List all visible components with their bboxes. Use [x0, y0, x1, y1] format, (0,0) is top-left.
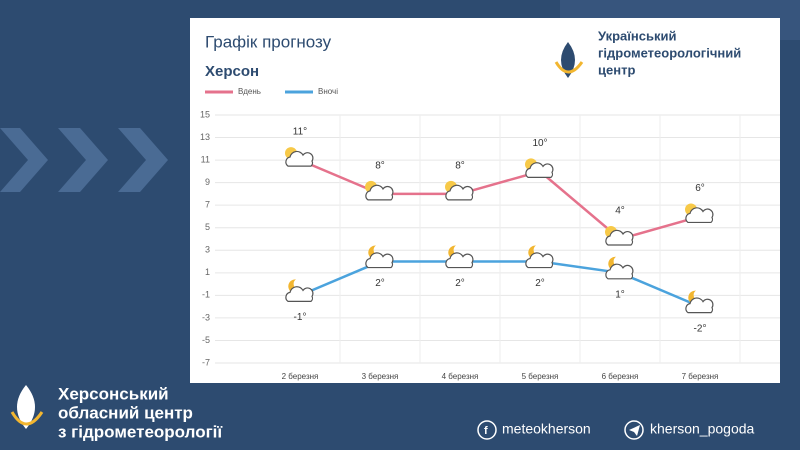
y-tick-label: 1: [205, 267, 210, 277]
weather-icon: [445, 180, 474, 201]
x-tick-label: 6 березня: [602, 372, 639, 381]
x-tick-label: 2 березня: [282, 372, 319, 381]
weather-icon: [605, 226, 634, 246]
y-tick-label: 5: [205, 222, 210, 232]
data-label: 8°: [455, 161, 465, 172]
y-tick-label: -1: [202, 290, 210, 300]
cloud: [685, 207, 714, 224]
weather-icon: [525, 245, 554, 269]
weather-icon: [365, 245, 394, 269]
cloud: [685, 297, 714, 314]
data-label: 4°: [615, 206, 625, 217]
data-label: -1°: [294, 312, 307, 323]
x-tick-label: 4 березня: [442, 372, 479, 381]
cloud: [445, 252, 474, 269]
y-tick-label: -3: [202, 312, 210, 322]
weather-icon: [525, 158, 554, 178]
data-label: 1°: [615, 289, 625, 300]
weather-icon: [285, 279, 314, 302]
x-tick-label: 5 березня: [522, 372, 559, 381]
data-label: 6°: [695, 183, 705, 194]
y-tick-label: 13: [200, 132, 210, 142]
y-tick-label: 15: [200, 109, 210, 119]
data-label: 8°: [375, 161, 385, 172]
footer-org-line: з гідрометеорології: [58, 422, 223, 441]
facebook-handle[interactable]: meteokherson: [502, 421, 591, 437]
weather-icon: [605, 256, 634, 280]
header-logo: [554, 42, 584, 78]
data-label: 2°: [375, 278, 385, 289]
x-tick-label: 3 березня: [362, 372, 399, 381]
footer-org-line: обласний центр: [58, 403, 193, 422]
footer-org-line: Херсонський: [58, 384, 169, 403]
data-label: 2°: [455, 278, 465, 289]
weather-icon: [285, 147, 314, 167]
y-tick-label: -7: [202, 357, 210, 367]
cloud: [285, 286, 314, 302]
y-tick-label: 7: [205, 200, 210, 210]
header-org-line: гідрометеорологічний: [598, 45, 741, 60]
footer-logo: [10, 385, 44, 429]
cloud: [525, 162, 554, 178]
cloud: [525, 252, 554, 269]
chart-title: Графік прогнозу: [205, 32, 332, 51]
cloud: [605, 229, 634, 246]
y-tick-label: 9: [205, 177, 210, 187]
x-tick-label: 7 березня: [682, 372, 719, 381]
y-tick-label: 11: [201, 154, 210, 164]
data-label: 11°: [293, 127, 307, 138]
cloud: [365, 252, 394, 269]
cloud: [285, 150, 314, 167]
weather-icon: [445, 245, 474, 269]
header-org-line: центр: [598, 62, 635, 77]
telegram-icon: [624, 420, 644, 440]
telegram-glyph: [629, 425, 640, 436]
card: [190, 18, 780, 383]
weather-icon: [365, 180, 394, 201]
legend-label: Вдень: [238, 87, 261, 96]
y-tick-label: 3: [205, 245, 210, 255]
facebook-icon: [477, 420, 497, 440]
telegram-handle[interactable]: kherson_pogoda: [650, 421, 755, 437]
data-label: 2°: [535, 278, 545, 289]
legend-label: Вночі: [318, 87, 338, 96]
cloud: [365, 184, 394, 201]
weather-icon: [685, 203, 714, 224]
cloud: [445, 184, 474, 201]
cloud: [605, 263, 634, 280]
y-tick-label: -5: [202, 335, 210, 345]
header-org-line: Український: [598, 28, 677, 43]
chart-subtitle: Херсон: [205, 63, 259, 80]
weather-icon: [685, 290, 714, 314]
facebook-glyph: f: [484, 425, 488, 437]
data-label: -2°: [694, 323, 707, 334]
data-label: 10°: [532, 138, 547, 149]
